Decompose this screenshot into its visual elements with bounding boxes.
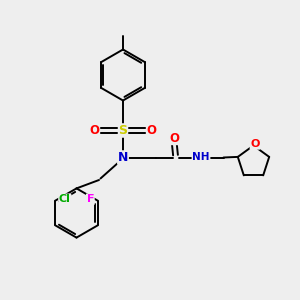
Text: O: O — [250, 139, 260, 149]
Text: Cl: Cl — [59, 194, 71, 204]
Text: N: N — [118, 151, 128, 164]
Text: F: F — [87, 194, 94, 204]
Text: O: O — [169, 131, 179, 145]
Text: NH: NH — [192, 152, 210, 163]
Text: S: S — [118, 124, 127, 137]
Text: O: O — [146, 124, 157, 137]
Text: O: O — [89, 124, 100, 137]
